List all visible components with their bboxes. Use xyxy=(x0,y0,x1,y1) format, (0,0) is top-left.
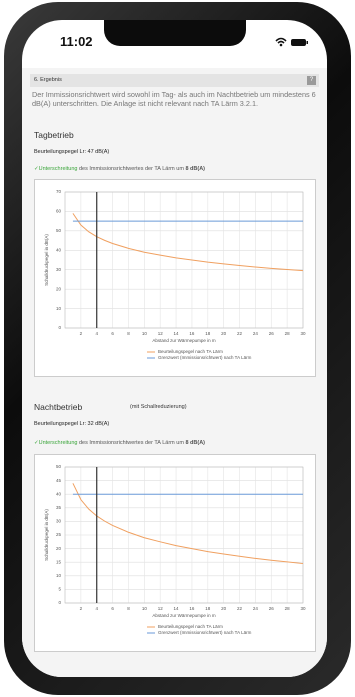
legend-label: Beurteilungspegel nach TA Lärm xyxy=(158,349,223,354)
page: { "status_time": "11:02", "section_title… xyxy=(0,0,355,697)
y-tick-label: 20 xyxy=(56,546,62,551)
x-tick-label: 6 xyxy=(111,331,114,336)
x-tick-label: 18 xyxy=(205,331,211,336)
x-tick-label: 28 xyxy=(285,606,291,611)
phone-frame: 6. Ergebnis ? Der Immissionsrichtwert wi… xyxy=(4,2,351,695)
y-axis-label: Schalldruckpegel in dB(A) xyxy=(44,509,49,561)
y-axis-label: Schalldruckpegel in dB(A) xyxy=(44,234,49,286)
status: ✓Unterschreitung des Immissionsrichtwert… xyxy=(34,166,205,172)
status-text: des Immissionsrichtwertes der TA Lärm um xyxy=(77,166,185,172)
legend-label: Grenzwert (Immissionsrichtwert) nach TA … xyxy=(158,355,252,360)
status-word: Unterschreitung xyxy=(39,166,78,172)
x-axis-label: Abstand zur Wärmepumpe in m xyxy=(152,613,216,618)
y-tick-label: 50 xyxy=(56,228,62,233)
x-tick-label: 18 xyxy=(205,606,211,611)
x-tick-label: 2 xyxy=(80,331,83,336)
series-line xyxy=(73,483,303,563)
status-word: Unterschreitung xyxy=(39,440,78,446)
x-tick-label: 26 xyxy=(269,331,275,336)
y-tick-label: 35 xyxy=(56,505,62,510)
x-tick-label: 6 xyxy=(111,606,114,611)
status-icons xyxy=(274,36,310,48)
x-tick-label: 30 xyxy=(300,606,306,611)
x-tick-label: 4 xyxy=(95,331,98,336)
x-tick-label: 30 xyxy=(300,331,306,336)
x-axis-label: Abstand zur Wärmepumpe in m xyxy=(152,338,216,343)
y-tick-label: 0 xyxy=(58,325,61,330)
status-text: des Immissionsrichtwertes der TA Lärm um xyxy=(77,440,185,446)
help-button[interactable]: ? xyxy=(307,76,316,85)
y-tick-label: 70 xyxy=(56,189,62,194)
y-tick-label: 25 xyxy=(56,532,62,537)
x-tick-label: 14 xyxy=(174,606,180,611)
x-tick-label: 16 xyxy=(189,331,195,336)
summary: Der Immissionsrichtwert wird sowohl im T… xyxy=(32,90,320,108)
x-tick-label: 12 xyxy=(158,606,164,611)
section-header: 6. Ergebnis ? xyxy=(30,74,319,87)
x-tick-label: 4 xyxy=(95,606,98,611)
status-value: 8 dB(A) xyxy=(185,166,205,172)
heading: Nachtbetrieb xyxy=(34,402,82,412)
x-tick-label: 10 xyxy=(142,606,148,611)
y-tick-label: 15 xyxy=(56,559,62,564)
x-tick-label: 10 xyxy=(142,331,148,336)
status-value: 8 dB(A) xyxy=(185,440,205,446)
legend-label: Grenzwert (Immissionsrichtwert) nach TA … xyxy=(158,630,252,635)
y-tick-label: 45 xyxy=(56,478,62,483)
legend-label: Beurteilungspegel nach TA Lärm xyxy=(158,624,223,629)
x-tick-label: 24 xyxy=(253,331,259,336)
x-tick-label: 22 xyxy=(237,331,243,336)
y-tick-label: 30 xyxy=(56,267,62,272)
level: Beurteilungspegel Lr: 32 dB(A) xyxy=(34,421,109,427)
screen: 6. Ergebnis ? Der Immissionsrichtwert wi… xyxy=(22,20,327,677)
x-tick-label: 20 xyxy=(221,331,227,336)
note: (mit Schallreduzierung) xyxy=(130,404,187,410)
x-tick-label: 28 xyxy=(285,331,291,336)
y-tick-label: 5 xyxy=(58,587,61,592)
y-tick-label: 40 xyxy=(56,247,62,252)
y-tick-label: 10 xyxy=(56,573,62,578)
x-tick-label: 26 xyxy=(269,606,275,611)
status: ✓Unterschreitung des Immissionsrichtwert… xyxy=(34,440,205,446)
y-tick-label: 10 xyxy=(56,306,62,311)
x-tick-label: 24 xyxy=(253,606,259,611)
x-tick-label: 16 xyxy=(189,606,195,611)
x-tick-label: 20 xyxy=(221,606,227,611)
plot-border xyxy=(65,192,303,328)
y-tick-label: 30 xyxy=(56,519,62,524)
x-tick-label: 8 xyxy=(127,331,130,336)
notch xyxy=(104,20,246,46)
y-tick-label: 0 xyxy=(58,600,61,605)
x-tick-label: 14 xyxy=(174,331,180,336)
heading: Tagbetrieb xyxy=(34,130,74,140)
status-time: 11:02 xyxy=(60,34,93,49)
y-tick-label: 20 xyxy=(56,286,62,291)
y-tick-label: 40 xyxy=(56,491,62,496)
x-tick-label: 2 xyxy=(80,606,83,611)
y-tick-label: 50 xyxy=(56,464,62,469)
section-title: 6. Ergebnis xyxy=(34,77,62,83)
y-tick-label: 60 xyxy=(56,209,62,214)
series-line xyxy=(73,213,303,270)
x-tick-label: 12 xyxy=(158,331,164,336)
x-tick-label: 22 xyxy=(237,606,243,611)
content: 6. Ergebnis ? Der Immissionsrichtwert wi… xyxy=(22,68,327,677)
x-tick-label: 8 xyxy=(127,606,130,611)
level: Beurteilungspegel Lr: 47 dB(A) xyxy=(34,149,109,155)
